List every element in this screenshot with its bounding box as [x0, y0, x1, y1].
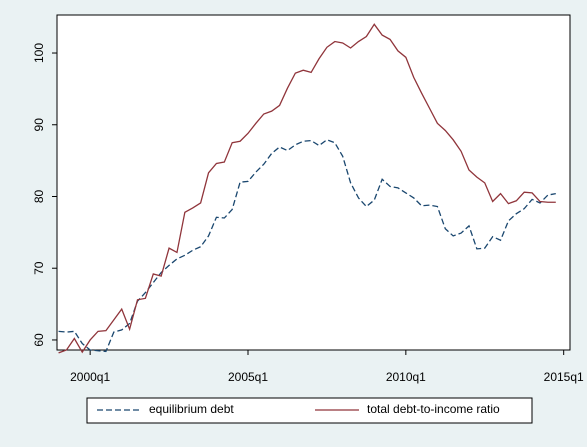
- y-tick-label: 70: [32, 261, 46, 275]
- plot-area: [56, 14, 571, 351]
- x-tick-label: 2000q1: [70, 370, 110, 384]
- y-tick-label: 90: [32, 118, 46, 132]
- legend-box: [86, 397, 533, 424]
- y-tick-label: 100: [32, 43, 46, 63]
- y-tick-label: 80: [32, 189, 46, 203]
- x-tick-label: 2010q1: [386, 370, 426, 384]
- legend-label: equilibrium debt: [149, 402, 234, 416]
- series-line: [58, 23, 556, 354]
- series-line: [58, 139, 556, 353]
- y-tick-label: 60: [32, 333, 46, 347]
- legend-label: total debt-to-income ratio: [367, 402, 500, 416]
- x-tick-label: 2015q1: [544, 370, 584, 384]
- x-tick-label: 2005q1: [228, 370, 268, 384]
